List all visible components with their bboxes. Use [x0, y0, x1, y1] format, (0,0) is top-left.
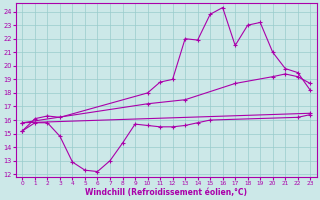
X-axis label: Windchill (Refroidissement éolien,°C): Windchill (Refroidissement éolien,°C) — [85, 188, 247, 197]
